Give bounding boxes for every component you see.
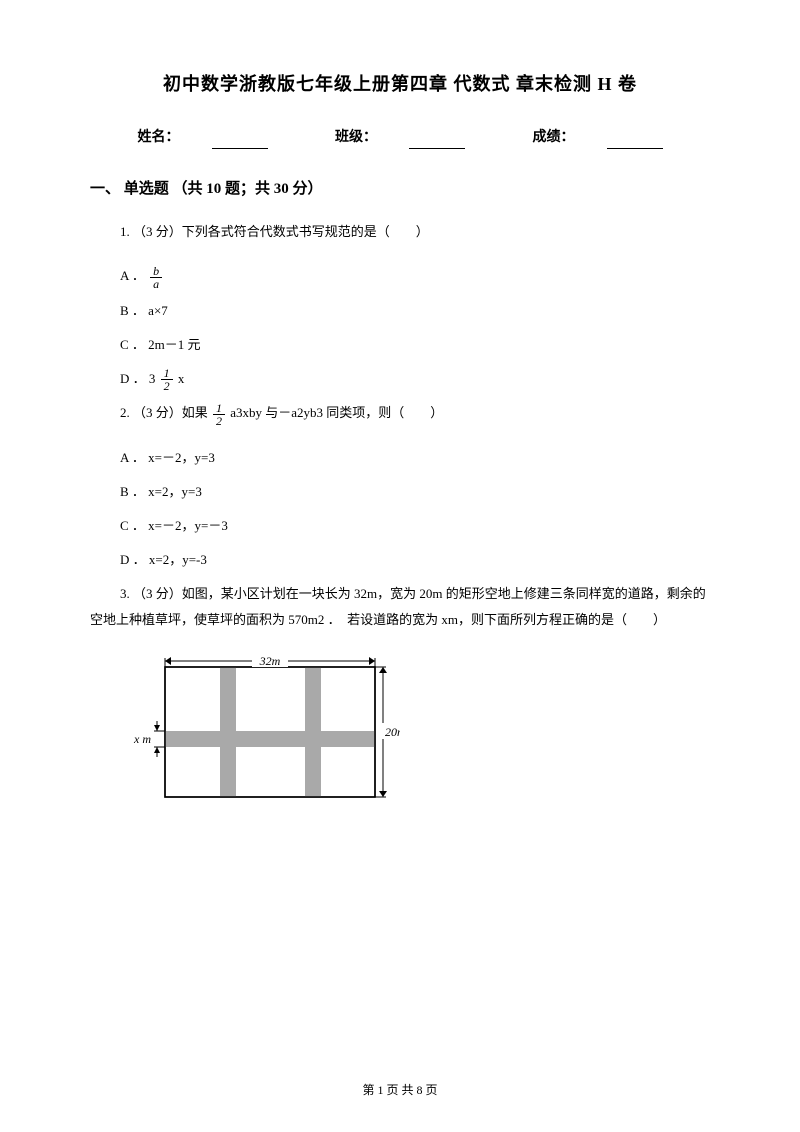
fraction-icon: b a [150,265,162,290]
question-1-option-d[interactable]: D ． 3 12 x [120,366,710,393]
question-1-option-c[interactable]: C ． 2m－1 元 [120,332,710,358]
svg-text:32m: 32m [259,654,281,668]
road-diagram-icon: 32m 20m x m [120,651,400,816]
fraction-icon: 12 [161,367,173,392]
question-2-stem: 2. （3 分）如果 12 a3xby 与－a2yb3 同类项，则（ ） [120,400,710,427]
question-2-option-a[interactable]: A ． x=－2，y=3 [120,445,710,471]
class-field[interactable]: 班级： [319,130,481,145]
question-1-stem: 1. （3 分）下列各式符合代数式书写规范的是（ ） [120,219,710,245]
name-field[interactable]: 姓名： [122,130,284,145]
section-heading: 一、 单选题 （共 10 题；共 30 分） [90,177,710,201]
question-1-option-b[interactable]: B ． a×7 [120,298,710,324]
fraction-icon: 12 [213,402,225,427]
page-footer: 第 1 页 共 8 页 [0,1081,800,1100]
info-row: 姓名： 班级： 成绩： [90,127,710,149]
question-3-figure: 32m 20m x m [120,651,710,816]
svg-text:x m: x m [133,732,151,746]
question-2-option-b[interactable]: B ． x=2，y=3 [120,479,710,505]
page-title: 初中数学浙教版七年级上册第四章 代数式 章末检测 H 卷 [90,70,710,99]
svg-text:20m: 20m [385,725,400,739]
question-3-stem: 3. （3 分）如图，某小区计划在一块长为 32m，宽为 20m 的矩形空地上修… [90,581,710,633]
question-1-option-a[interactable]: A ． b a [120,263,710,290]
question-2-option-c[interactable]: C ． x=－2，y=－3 [120,513,710,539]
question-2-option-d[interactable]: D ． x=2，y=-3 [120,547,710,573]
score-field[interactable]: 成绩： [517,130,679,145]
